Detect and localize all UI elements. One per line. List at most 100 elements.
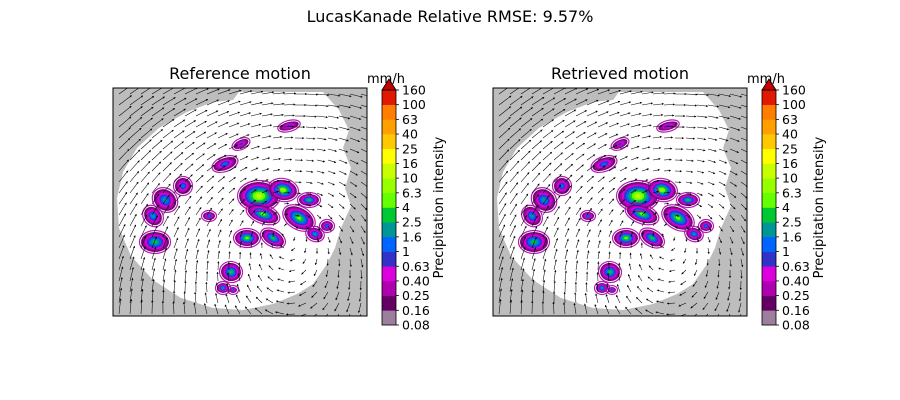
motion-arrowhead: [539, 151, 542, 154]
motion-arrowhead: [251, 231, 254, 234]
motion-arrowhead: [135, 192, 138, 195]
motion-arrow: [239, 90, 253, 95]
motion-arrowhead: [219, 219, 222, 222]
motion-arrowhead: [577, 239, 580, 242]
motion-arrowhead: [205, 281, 208, 284]
rain-cell-layer: [600, 287, 604, 289]
motion-arrowhead: [183, 108, 186, 111]
motion-arrow: [498, 213, 506, 227]
rain-cell-edge: [226, 284, 240, 296]
motion-arrowhead: [693, 126, 696, 129]
motion-arrowhead: [151, 106, 154, 110]
motion-arrow: [498, 288, 502, 304]
motion-arrow: [239, 101, 252, 106]
motion-arrowhead: [545, 227, 548, 230]
motion-arrow: [520, 172, 530, 183]
motion-arrowhead: [347, 298, 350, 301]
motion-arrowhead: [247, 284, 249, 288]
motion-arrowhead: [127, 138, 131, 141]
motion-arrowhead: [180, 163, 183, 166]
motion-arrow: [162, 237, 168, 249]
motion-arrowhead: [694, 262, 698, 265]
motion-arrowhead: [511, 267, 514, 270]
motion-arrowhead: [668, 169, 671, 172]
motion-arrowhead: [171, 129, 174, 132]
motion-arrow: [129, 116, 143, 128]
motion-arrowhead: [722, 195, 725, 198]
motion-arrowhead: [531, 300, 534, 303]
motion-arrowhead: [672, 103, 675, 106]
motion-arrow: [325, 313, 329, 316]
motion-arrow: [151, 204, 159, 216]
motion-vectors: [118, 88, 367, 316]
motion-arrowhead: [155, 225, 158, 229]
motion-arrowhead: [680, 282, 683, 285]
motion-arrowhead: [204, 120, 207, 123]
motion-arrowhead: [330, 217, 333, 220]
motion-arrow: [717, 313, 720, 316]
colorbar-segment: [382, 119, 396, 135]
motion-arrow: [184, 131, 196, 139]
motion-arrow: [316, 104, 329, 107]
motion-arrowhead: [716, 286, 719, 289]
motion-arrowhead: [702, 307, 705, 310]
motion-arrowhead: [339, 252, 342, 255]
motion-arrow: [542, 88, 555, 95]
motion-arrow: [173, 108, 186, 117]
motion-arrowhead: [168, 183, 171, 187]
motion-arrow: [217, 122, 229, 128]
motion-arrowhead: [606, 283, 609, 286]
motion-arrowhead: [339, 241, 342, 244]
motion-arrowhead: [229, 240, 232, 243]
motion-arrowhead: [360, 95, 363, 98]
motion-arrowhead: [237, 273, 240, 276]
motion-arrow: [509, 106, 523, 117]
motion-arrowhead: [215, 293, 218, 296]
motion-arrowhead: [237, 111, 240, 114]
motion-arrowhead: [522, 268, 525, 271]
motion-arrowhead: [327, 252, 330, 255]
motion-arrowhead: [601, 187, 604, 190]
motion-arrowhead: [121, 266, 124, 269]
motion-arrowhead: [580, 175, 584, 178]
motion-arrow: [707, 93, 720, 97]
motion-arrowhead: [563, 98, 566, 101]
motion-arrowhead: [576, 249, 579, 253]
motion-arrow: [195, 88, 209, 95]
colorbar-tick-label: 160: [782, 83, 806, 98]
motion-arrowhead: [270, 113, 273, 116]
motion-arrowhead: [184, 280, 187, 283]
motion-arrowhead: [682, 261, 685, 264]
motion-arrow: [360, 104, 367, 108]
motion-arrowhead: [515, 193, 518, 196]
motion-arrowhead: [214, 303, 217, 307]
motion-arrowhead: [282, 102, 285, 106]
motion-arrowhead: [650, 243, 654, 246]
motion-arrow: [520, 161, 531, 172]
motion-arrow: [272, 103, 285, 106]
colorbar-tick-label: 0.63: [402, 259, 430, 274]
motion-arrowhead: [596, 88, 599, 91]
motion-arrow: [509, 88, 520, 95]
motion-arrowhead: [137, 149, 141, 152]
motion-arrowhead: [675, 226, 678, 229]
motion-arrowhead: [562, 302, 566, 305]
motion-arrowhead: [693, 273, 696, 276]
motion-arrow: [509, 246, 515, 260]
colorbar-segment: [382, 280, 396, 296]
motion-arrowhead: [192, 142, 195, 145]
motion-arrowhead: [315, 104, 318, 107]
motion-arrowhead: [232, 187, 235, 191]
motion-arrowhead: [356, 151, 360, 154]
motion-arrowhead: [645, 309, 648, 312]
motion-arrowhead: [212, 165, 215, 168]
motion-arrowhead: [210, 197, 213, 200]
motion-arrow: [261, 91, 275, 95]
motion-arrowhead: [528, 139, 532, 143]
colorbar-segment: [382, 310, 396, 326]
motion-arrowhead: [737, 139, 740, 142]
motion-arrow: [206, 99, 219, 106]
motion-arrowhead: [593, 143, 596, 146]
motion-arrowhead: [308, 204, 311, 207]
